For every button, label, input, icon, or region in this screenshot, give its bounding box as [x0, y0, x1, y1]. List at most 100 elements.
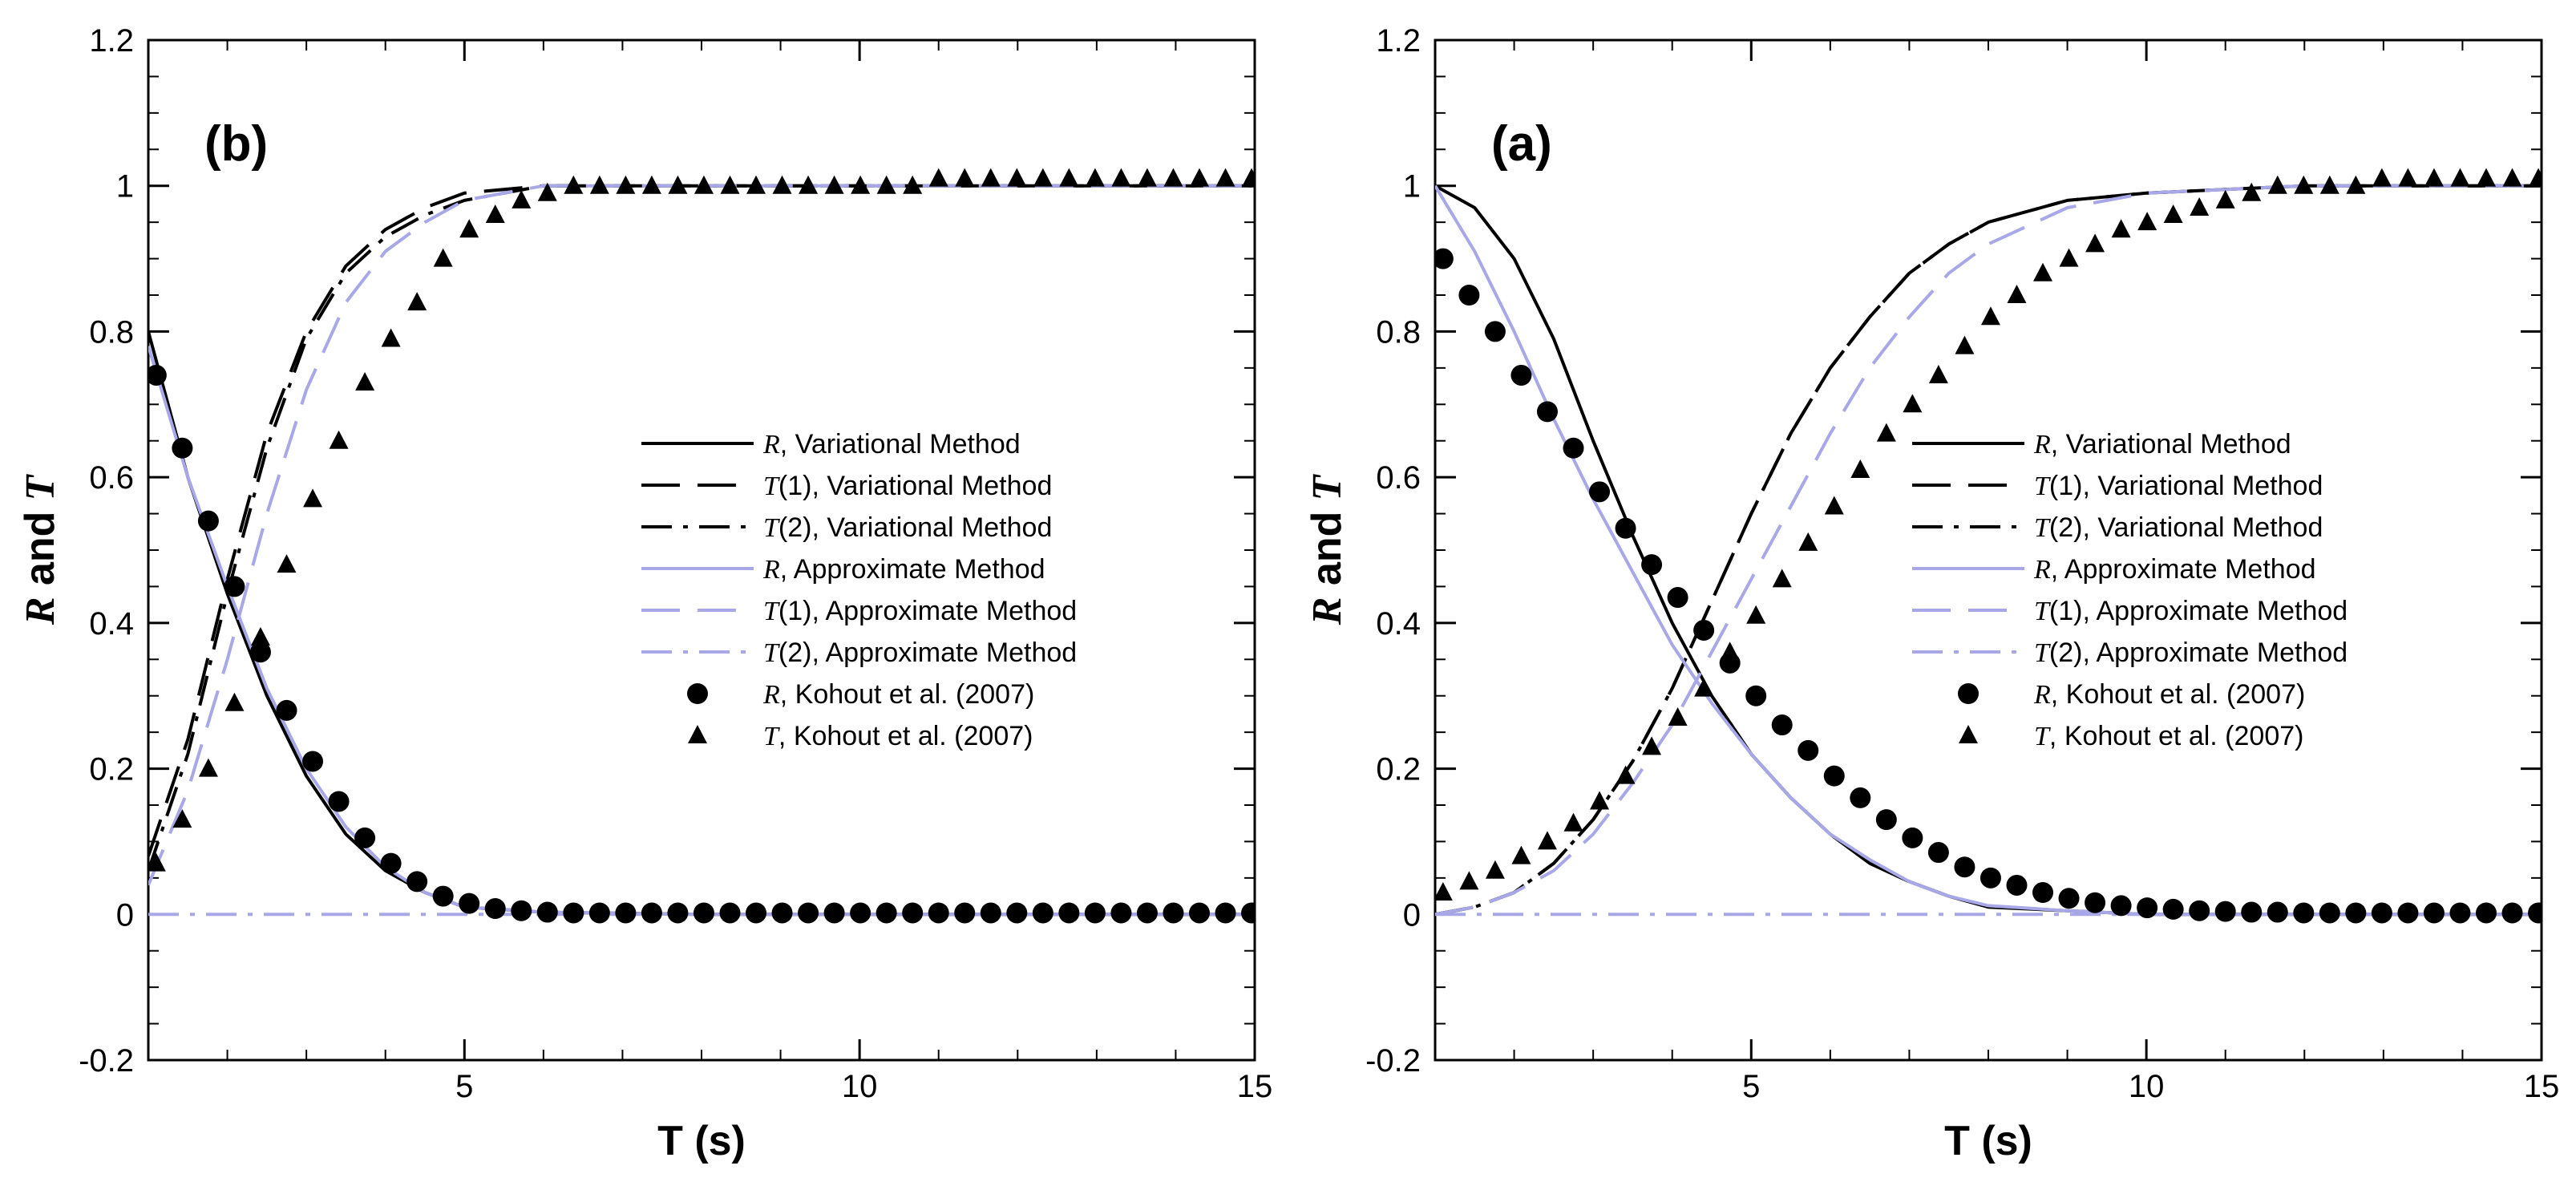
- legend-label-var: T: [763, 597, 780, 626]
- data-point-circle: [2058, 888, 2080, 909]
- data-point-circle: [1954, 856, 1975, 878]
- data-point-triangle: [1137, 168, 1157, 187]
- panel-label: (a): [1491, 116, 1552, 172]
- y-axis-title-part: R: [1304, 597, 1350, 625]
- data-point-triangle: [981, 168, 1001, 187]
- data-point-triangle: [1242, 168, 1255, 187]
- data-point-triangle: [303, 488, 323, 508]
- data-point-circle: [536, 901, 558, 923]
- y-tick-label: 0.8: [1376, 314, 1421, 350]
- y-tick-label: 0.6: [89, 460, 134, 496]
- legend-label-suffix: (2): [778, 512, 812, 543]
- data-point-circle: [1006, 902, 1028, 924]
- data-point-circle: [328, 791, 350, 812]
- data-point-circle: [2501, 902, 2523, 924]
- data-point-triangle: [1163, 168, 1183, 187]
- data-point-circle: [1850, 787, 1871, 808]
- legend-swatch-circle: [687, 683, 708, 704]
- y-tick-label: 0.4: [89, 606, 134, 642]
- data-point-circle: [588, 902, 610, 924]
- data-point-circle: [2528, 902, 2542, 924]
- data-point-circle: [380, 852, 402, 874]
- data-point-triangle: [1746, 605, 1766, 624]
- data-point-triangle: [928, 168, 948, 187]
- y-tick-label: -0.2: [79, 1043, 134, 1079]
- legend-label: T(2), Variational Method: [2034, 512, 2323, 543]
- data-point-circle: [1875, 809, 1897, 831]
- data-point-circle: [954, 902, 976, 924]
- legend-label-suffix: (1): [2049, 596, 2083, 626]
- legend-label-suffix: (1): [778, 471, 812, 501]
- data-point-triangle: [2059, 248, 2079, 267]
- data-point-circle: [980, 902, 1001, 924]
- legend-label-var: R: [762, 680, 780, 710]
- data-point-triangle: [2163, 204, 2183, 224]
- legend-label: R, Kohout et al. (2007): [762, 679, 1034, 710]
- data-point-circle: [2006, 874, 2028, 896]
- y-axis-title-part: T: [1304, 474, 1350, 512]
- legend-label: R, Variational Method: [762, 429, 1021, 459]
- data-point-triangle: [1955, 335, 1975, 354]
- data-point-circle: [1902, 827, 1923, 848]
- data-point-triangle: [1642, 736, 1662, 755]
- data-point-circle: [1980, 867, 2001, 888]
- series-line: [1435, 184, 2542, 917]
- data-point-circle: [2267, 901, 2288, 923]
- x-tick-label: 5: [455, 1069, 473, 1104]
- data-point-triangle: [1903, 394, 1923, 413]
- legend-label-text: , Approximate Method: [2082, 596, 2348, 626]
- y-axis-title-part: and: [1304, 512, 1350, 597]
- y-tick-label: 0.8: [89, 314, 134, 350]
- series-line: [1435, 184, 2542, 917]
- data-point-triangle: [1511, 845, 1531, 864]
- y-axis-title: R and T: [1304, 474, 1350, 626]
- legend-label-suffix: (2): [778, 638, 812, 668]
- data-point-circle: [1693, 619, 1715, 641]
- legend-label: T(1), Variational Method: [2034, 471, 2323, 501]
- legend-label-text: , Kohout et al. (2007): [2051, 679, 2306, 710]
- data-point-circle: [2241, 901, 2263, 923]
- data-point-circle: [1823, 765, 1845, 787]
- series-line: [148, 346, 1255, 917]
- data-point-triangle: [1720, 642, 1740, 661]
- legend-label-suffix: (2): [2049, 638, 2083, 668]
- data-point-triangle: [1980, 306, 2000, 326]
- data-point-triangle: [198, 758, 218, 777]
- data-point-triangle: [1850, 459, 1870, 479]
- legend-label: R, Approximate Method: [2033, 554, 2316, 585]
- data-point-triangle: [1590, 791, 1610, 810]
- data-point-circle: [2189, 900, 2210, 921]
- data-point-triangle: [485, 204, 505, 224]
- data-point-triangle: [2242, 182, 2262, 201]
- data-point-triangle: [616, 175, 636, 194]
- data-point-circle: [1510, 364, 1532, 386]
- data-point-circle: [719, 902, 741, 924]
- legend-label-var: R: [762, 555, 780, 585]
- x-tick-label: 15: [2524, 1069, 2560, 1104]
- data-point-triangle: [2346, 175, 2366, 194]
- data-point-triangle: [1824, 496, 1844, 515]
- legend-label: T(2), Approximate Method: [763, 638, 1077, 668]
- data-point-circle: [2110, 895, 2132, 917]
- data-point-circle: [563, 902, 584, 924]
- legend-label-text: , Approximate Method: [2082, 638, 2348, 668]
- data-point-triangle: [2398, 168, 2418, 187]
- data-point-triangle: [537, 182, 557, 201]
- data-point-circle: [2345, 902, 2367, 924]
- y-tick-label: 1.2: [89, 23, 134, 59]
- data-point-circle: [511, 900, 532, 921]
- data-point-triangle: [1111, 168, 1131, 187]
- y-tick-label: 1: [1403, 169, 1421, 204]
- data-point-circle: [1058, 902, 1080, 924]
- data-point-triangle: [2007, 285, 2027, 303]
- legend-label: T(1), Approximate Method: [2034, 596, 2348, 626]
- data-point-triangle: [2033, 262, 2053, 281]
- legend-label-text: , Variational Method: [2051, 429, 2291, 459]
- data-point-circle: [1798, 739, 1819, 761]
- plot-area: [1435, 168, 2542, 924]
- data-point-circle: [1563, 437, 1584, 459]
- data-point-circle: [850, 902, 871, 924]
- data-point-triangle: [694, 175, 714, 194]
- data-point-triangle: [407, 292, 427, 311]
- data-point-triangle: [1928, 364, 1948, 383]
